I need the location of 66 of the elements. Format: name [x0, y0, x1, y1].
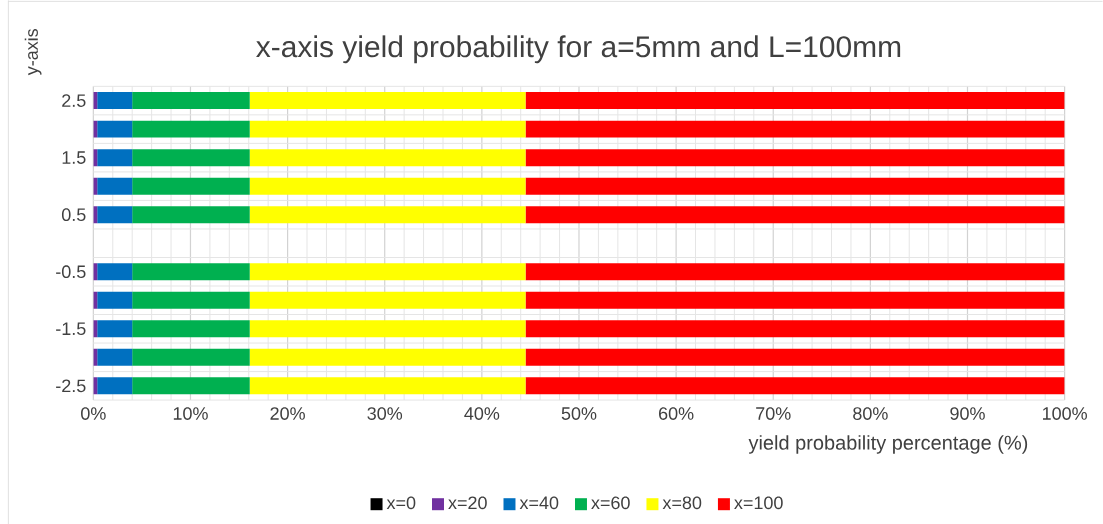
y-tick-label: 1.5 — [62, 151, 86, 164]
x-tick-label: 50% — [561, 406, 597, 420]
y-tick-label: -0.5 — [56, 265, 86, 278]
bar — [132, 206, 250, 223]
bar — [97, 377, 133, 395]
x-tick-label: 0% — [81, 406, 106, 420]
bar — [132, 148, 250, 166]
bar — [97, 263, 133, 281]
x-tick-label: 20% — [270, 406, 305, 420]
bar — [97, 120, 133, 138]
bar — [249, 377, 526, 395]
bar — [249, 177, 526, 195]
bar — [249, 206, 526, 223]
x-tick-label: 30% — [367, 406, 403, 420]
bar — [132, 291, 250, 309]
bar — [97, 206, 133, 223]
y-tick-label: -1.5 — [56, 322, 86, 335]
legend-label: x=60 — [591, 496, 630, 509]
legend-label: x=0 — [386, 496, 416, 509]
y-tick-label: 2.5 — [62, 94, 86, 107]
legend-label: x=20 — [448, 496, 487, 509]
bar — [525, 120, 1065, 138]
y-tick-label: 0.5 — [61, 208, 86, 221]
chart-title: x-axis yield probability for a=5mm and L=100mm — [256, 35, 901, 64]
x-tick-label: 80% — [853, 406, 888, 420]
bar — [249, 91, 526, 109]
bar — [132, 177, 250, 195]
x-tick-label: 90% — [950, 406, 985, 420]
bar — [97, 148, 133, 166]
legend-label: x=40 — [519, 496, 559, 509]
bar — [97, 91, 133, 109]
y-tick-label: -2.5 — [56, 379, 86, 393]
bar — [132, 120, 250, 138]
bar — [525, 348, 1065, 366]
bar — [132, 348, 250, 366]
legend-label: x=100 — [734, 496, 783, 509]
bar — [132, 377, 250, 395]
bar — [97, 177, 133, 195]
bar — [132, 91, 250, 109]
bar — [132, 263, 250, 281]
bar — [97, 348, 133, 366]
bar — [525, 148, 1065, 166]
x-axis-title: yield probability percentage (%) — [748, 434, 1028, 454]
bar — [132, 320, 250, 338]
bar — [249, 148, 526, 166]
bar — [249, 320, 526, 338]
y-axis-title: y-axis — [24, 28, 42, 76]
bar — [249, 291, 526, 309]
bar — [249, 348, 526, 366]
bar — [525, 291, 1065, 309]
x-tick-label: 10% — [173, 406, 208, 420]
bar — [97, 291, 133, 309]
x-tick-label: 70% — [756, 406, 791, 420]
legend-label: x=80 — [662, 496, 702, 509]
bar — [525, 263, 1065, 281]
bar — [525, 177, 1065, 195]
x-tick-label: 40% — [464, 406, 500, 420]
bar — [249, 263, 526, 281]
bar — [525, 320, 1065, 338]
x-tick-label: 60% — [659, 406, 694, 420]
bar — [525, 91, 1065, 109]
bar — [525, 206, 1065, 223]
bar — [249, 120, 526, 138]
bar — [525, 377, 1065, 395]
x-tick-label: 100% — [1043, 406, 1087, 420]
bar — [97, 320, 133, 338]
